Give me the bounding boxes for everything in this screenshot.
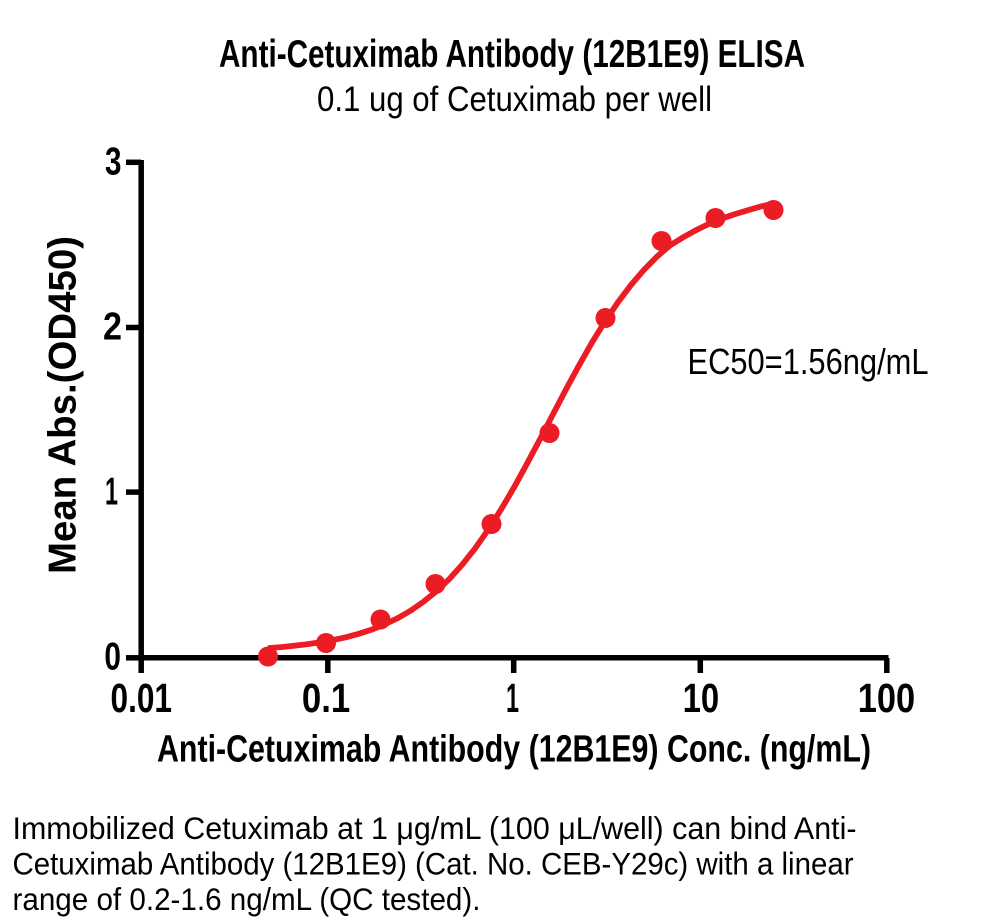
svg-text:Cetuximab Antibody (12B1E9) (C: Cetuximab Antibody (12B1E9) (Cat. No. CE… bbox=[13, 846, 854, 882]
svg-text:0: 0 bbox=[104, 636, 121, 679]
svg-text:0.01: 0.01 bbox=[111, 675, 173, 721]
svg-text:10: 10 bbox=[683, 675, 720, 721]
svg-text:EC50=1.56ng/mL: EC50=1.56ng/mL bbox=[688, 341, 929, 382]
svg-text:Mean Abs.(OD450): Mean Abs.(OD450) bbox=[42, 236, 85, 574]
svg-text:Anti-Cetuximab Antibody (12B1E: Anti-Cetuximab Antibody (12B1E9) Conc. (… bbox=[157, 729, 871, 771]
svg-text:Immobilized Cetuximab at 1 μg/: Immobilized Cetuximab at 1 μg/mL (100 μL… bbox=[13, 810, 857, 846]
svg-text:range of 0.2-1.6 ng/mL (QC tes: range of 0.2-1.6 ng/mL (QC tested). bbox=[13, 881, 481, 917]
svg-text:1: 1 bbox=[506, 675, 519, 721]
svg-text:3: 3 bbox=[105, 140, 122, 183]
svg-text:0.1: 0.1 bbox=[302, 675, 350, 721]
svg-text:100: 100 bbox=[858, 675, 915, 721]
svg-text:2: 2 bbox=[103, 306, 122, 349]
svg-text:1: 1 bbox=[105, 470, 118, 513]
svg-text:0.1 ug of Cetuximab per well: 0.1 ug of Cetuximab per well bbox=[317, 80, 712, 119]
svg-text:Anti-Cetuximab Antibody (12B1E: Anti-Cetuximab Antibody (12B1E9) ELISA bbox=[219, 33, 805, 76]
